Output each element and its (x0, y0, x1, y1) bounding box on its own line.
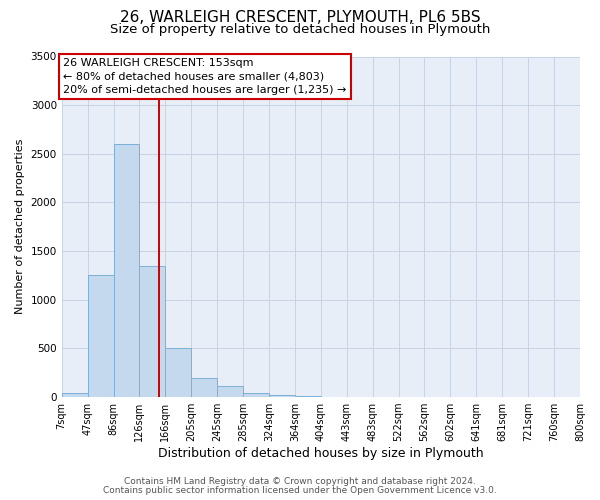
Text: 26 WARLEIGH CRESCENT: 153sqm
← 80% of detached houses are smaller (4,803)
20% of: 26 WARLEIGH CRESCENT: 153sqm ← 80% of de… (63, 58, 346, 95)
Bar (295, 396, 321, 397)
Text: 26, WARLEIGH CRESCENT, PLYMOUTH, PL6 5BS: 26, WARLEIGH CRESCENT, PLYMOUTH, PL6 5BS (119, 10, 481, 25)
Text: Contains HM Land Registry data © Crown copyright and database right 2024.: Contains HM Land Registry data © Crown c… (124, 477, 476, 486)
X-axis label: Distribution of detached houses by size in Plymouth: Distribution of detached houses by size … (158, 447, 484, 460)
Bar (269, 395, 295, 397)
Bar (62, 393, 88, 397)
Bar (191, 378, 217, 397)
Text: Contains public sector information licensed under the Open Government Licence v3: Contains public sector information licen… (103, 486, 497, 495)
Text: Size of property relative to detached houses in Plymouth: Size of property relative to detached ho… (110, 22, 490, 36)
Bar (88, 276, 113, 397)
Bar (243, 393, 269, 397)
Bar (113, 144, 139, 397)
Y-axis label: Number of detached properties: Number of detached properties (15, 139, 25, 314)
Bar (166, 348, 191, 397)
Bar (139, 266, 166, 397)
Bar (217, 386, 243, 397)
